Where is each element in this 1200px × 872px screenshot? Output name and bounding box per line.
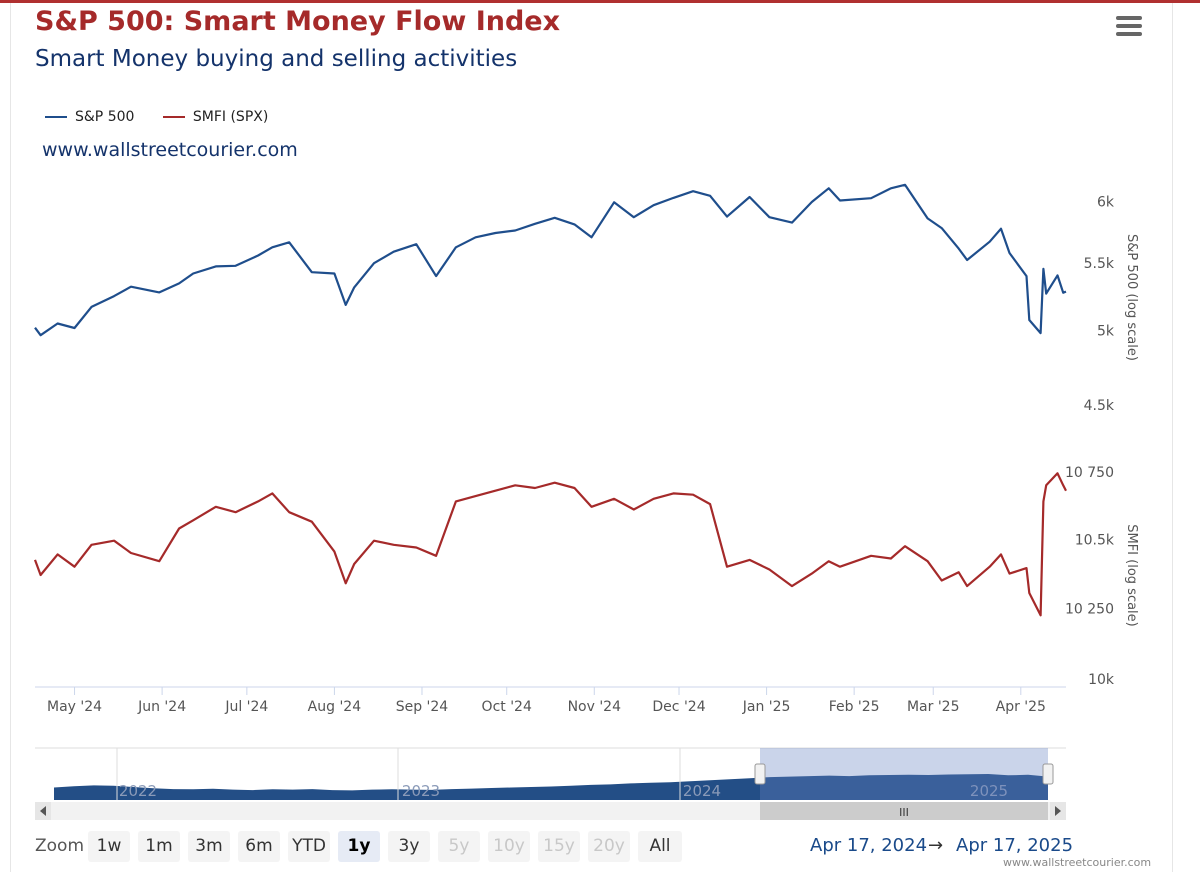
- x-tick-label-1: Jun '24: [137, 699, 186, 715]
- x-tick-label-10: Mar '25: [907, 699, 960, 715]
- chart-subtitle: Smart Money buying and selling activitie…: [35, 46, 518, 72]
- legend-swatch-sp500: [45, 116, 67, 118]
- navigator-year-label-2: 2024: [683, 782, 721, 800]
- y-tick-label-0-1: 5.5k: [1084, 256, 1115, 272]
- y-axis-title-1: SMFI (log scale): [1124, 524, 1139, 627]
- scroll-left-icon: [40, 806, 46, 816]
- navigator-area: [54, 774, 1048, 800]
- zoom-3m-button[interactable]: 3m: [188, 831, 230, 862]
- zoom-10y-button[interactable]: 10y: [488, 831, 530, 862]
- legend: S&P 500 SMFI (SPX): [45, 106, 292, 125]
- scrollbar-thumb[interactable]: [760, 802, 1048, 820]
- legend-item-smfi[interactable]: SMFI (SPX): [162, 109, 269, 125]
- range-arrow: →: [928, 835, 944, 856]
- range-to[interactable]: Apr 17, 2025: [956, 835, 1074, 856]
- credit-text: www.wallstreetcourier.com: [42, 139, 298, 161]
- hamburger-menu-icon[interactable]: [1116, 16, 1142, 40]
- navigator-year-label-1: 2023: [402, 782, 440, 800]
- y-tick-label-1-3: 10k: [1088, 672, 1115, 688]
- chart-area: 6k 5.5k 5k 4.5k S&P 500 (log scale) 10 750 10.…: [33, 183, 1139, 820]
- zoom-1w-button[interactable]: 1w: [88, 831, 130, 862]
- zoom-5y-button[interactable]: 5y: [438, 831, 480, 862]
- x-tick-label-6: Nov '24: [568, 699, 622, 715]
- y-tick-label-1-0: 10 750: [1065, 465, 1114, 481]
- navigator-year-label-0: 2022: [119, 782, 157, 800]
- scrollbar-grip-icon: III: [899, 806, 909, 819]
- x-tick-label-0: May '24: [47, 699, 102, 715]
- zoom-15y-button[interactable]: 15y: [538, 831, 580, 862]
- range-from[interactable]: Apr 17, 2024: [810, 835, 928, 856]
- y-tick-label-0-0: 6k: [1097, 195, 1115, 211]
- navigator-handle-1[interactable]: [1042, 763, 1054, 785]
- x-tick-label-5: Oct '24: [482, 699, 532, 715]
- x-tick-label-11: Apr '25: [996, 699, 1046, 715]
- frame-left: [10, 3, 11, 872]
- series-line-0: [34, 183, 1067, 337]
- legend-swatch-smfi: [162, 116, 185, 118]
- x-tick-label-2: Jul '24: [224, 699, 268, 715]
- y-tick-label-1-1: 10.5k: [1075, 532, 1115, 548]
- zoom-all-button[interactable]: All: [638, 831, 682, 862]
- y-tick-label-0-3: 4.5k: [1084, 398, 1115, 414]
- frame-right: [1172, 3, 1173, 872]
- legend-label-sp500: S&P 500: [75, 109, 135, 125]
- legend-label-smfi: SMFI (SPX): [192, 109, 269, 125]
- navigator-handle-0[interactable]: [754, 763, 766, 785]
- y-axis-title-0: S&P 500 (log scale): [1124, 234, 1139, 361]
- zoom-6m-button[interactable]: 6m: [238, 831, 280, 862]
- zoom-3y-button[interactable]: 3y: [388, 831, 430, 862]
- zoom-1m-button[interactable]: 1m: [138, 831, 180, 862]
- navigator-year-label-3: 2025: [970, 782, 1008, 800]
- watermark: www.wallstreetcourier.com: [1003, 856, 1152, 869]
- zoom-ytd-button[interactable]: YTD: [288, 831, 330, 862]
- series-line-1: [33, 472, 1067, 617]
- y-tick-label-1-2: 10 250: [1065, 601, 1114, 617]
- x-tick-label-4: Sep '24: [396, 699, 449, 715]
- x-tick-label-7: Dec '24: [652, 699, 705, 715]
- x-tick-label-3: Aug '24: [308, 699, 362, 715]
- y-tick-label-0-2: 5k: [1097, 324, 1115, 340]
- chart-title: S&P 500: Smart Money Flow Index: [35, 6, 561, 37]
- legend-item-sp500[interactable]: S&P 500: [45, 109, 134, 125]
- zoom-1y-button[interactable]: 1y: [338, 831, 380, 862]
- zoom-20y-button[interactable]: 20y: [588, 831, 630, 862]
- top-border: [0, 0, 1200, 3]
- navigator-selection: [760, 748, 1048, 800]
- scroll-right-icon: [1055, 806, 1061, 816]
- x-tick-label-8: Jan '25: [742, 699, 791, 715]
- zoom-label: Zoom: [35, 836, 85, 856]
- x-tick-label-9: Feb '25: [829, 699, 880, 715]
